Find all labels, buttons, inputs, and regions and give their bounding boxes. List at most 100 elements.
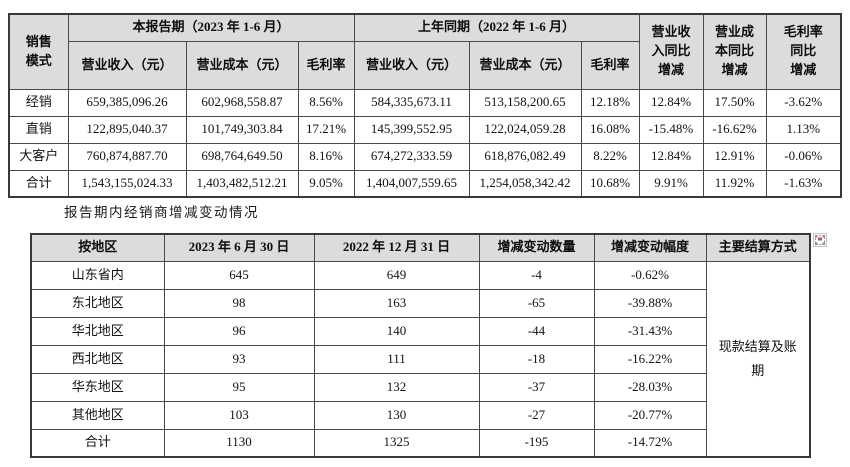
region-cell: 合计 [30,428,165,458]
count-2022-cell: 140 [313,316,480,346]
section-caption: 报告期内经销商增减变动情况 [64,205,259,220]
revenue-2022-cell: 584,335,673.11 [353,88,470,117]
gm-yoy-cell: -1.63% [765,169,842,198]
col-header-region: 按地区 [30,233,165,262]
col-group-prior-period: 上年同期（2022 年 1-6 月） [353,13,640,42]
change-qty-cell: -44 [478,316,595,346]
cost-2022-cell: 618,876,082.49 [468,142,582,171]
count-2022-cell: 130 [313,400,480,430]
cost-2022-cell: 513,158,200.65 [468,88,582,117]
region-cell: 西北地区 [30,344,165,374]
cost-yoy-label: 营业成 本同比 增减 [714,24,754,78]
revenue-2022-cell: 674,272,333.59 [353,142,470,171]
cost-2023-cell: 101,749,303.84 [185,115,299,144]
col-header-cost-yoy: 营业成 本同比 增减 [702,13,767,90]
count-2023-cell: 98 [163,288,315,318]
gross-margin-yoy-label: 毛利率 同比 增减 [783,24,823,78]
col-header-revenue-2022: 营业收入（元） [353,40,470,90]
gm-2022-cell: 8.22% [580,142,640,171]
revenue-2023-cell: 659,385,096.26 [67,88,187,117]
cost-yoy-cell: -16.62% [702,115,767,144]
col-header-change-qty: 增减变动数量 [478,233,595,262]
change-qty-cell: -27 [478,400,595,430]
table-row: 大客户 760,874,887.70 698,764,649.50 8.16% … [8,142,842,171]
revenue-yoy-cell: 12.84% [638,88,704,117]
gm-2022-cell: 10.68% [580,169,640,198]
cost-yoy-cell: 17.50% [702,88,767,117]
revenue-yoy-label: 营业收 入同比 增减 [651,24,691,78]
change-qty-cell: -195 [478,428,595,458]
col-header-cost-2022: 营业成本（元） [468,40,582,90]
cost-2023-cell: 698,764,649.50 [185,142,299,171]
col-header-sales-mode: 销售 模式 [8,13,69,90]
region-cell: 东北地区 [30,288,165,318]
count-2023-cell: 1130 [163,428,315,458]
change-pct-cell: -0.62% [593,260,707,290]
change-qty-cell: -4 [478,260,595,290]
broken-image-icon [813,233,827,247]
count-2023-cell: 96 [163,316,315,346]
change-qty-cell: -37 [478,372,595,402]
distributor-change-table: 按地区 2023 年 6 月 30 日 2022 年 12 月 31 日 增减变… [30,233,811,458]
count-2022-cell: 649 [313,260,480,290]
table-row: 西北地区 93 111 -18 -16.22% [30,344,810,374]
mode-cell: 直销 [8,115,69,144]
table-row: 东北地区 98 163 -65 -39.88% [30,288,810,318]
revenue-yoy-cell: 12.84% [638,142,704,171]
region-cell: 其他地区 [30,400,165,430]
count-2023-cell: 103 [163,400,315,430]
revenue-yoy-cell: 9.91% [638,169,704,198]
change-pct-cell: -16.22% [593,344,707,374]
table-row: 华东地区 95 132 -37 -28.03% [30,372,810,402]
mode-cell: 合计 [8,169,69,198]
change-pct-cell: -14.72% [593,428,707,458]
change-qty-cell: -65 [478,288,595,318]
col-header-gross-margin-yoy: 毛利率 同比 增减 [765,13,842,90]
count-2023-cell: 93 [163,344,315,374]
region-cell: 华东地区 [30,372,165,402]
region-cell: 山东省内 [30,260,165,290]
mode-cell: 大客户 [8,142,69,171]
change-pct-cell: -20.77% [593,400,707,430]
cost-2022-cell: 1,254,058,342.42 [468,169,582,198]
cost-2023-cell: 1,403,482,512.21 [185,169,299,198]
col-header-settlement: 主要结算方式 [705,233,811,262]
col-header-date-2022: 2022 年 12 月 31 日 [313,233,480,262]
gm-yoy-cell: 1.13% [765,115,842,144]
sales-mode-label: 销售 模式 [25,33,52,68]
cost-yoy-cell: 11.92% [702,169,767,198]
gm-yoy-cell: -3.62% [765,88,842,117]
table-row: 华北地区 96 140 -44 -31.43% [30,316,810,346]
table-row-total: 合计 1130 1325 -195 -14.72% [30,428,810,458]
col-header-revenue-yoy: 营业收 入同比 增减 [638,13,704,90]
revenue-2022-cell: 145,399,552.95 [353,115,470,144]
revenue-2023-cell: 1,543,155,024.33 [67,169,187,198]
col-header-date-2023: 2023 年 6 月 30 日 [163,233,315,262]
gm-yoy-cell: -0.06% [765,142,842,171]
change-pct-cell: -28.03% [593,372,707,402]
cost-2023-cell: 602,968,558.87 [185,88,299,117]
table-row: 山东省内 645 649 -4 -0.62% 现款结算及账期 [30,260,811,458]
gm-2023-cell: 17.21% [297,115,355,144]
cost-2022-cell: 122,024,059.28 [468,115,582,144]
table-row: 其他地区 103 130 -27 -20.77% [30,400,810,430]
sales-by-mode-table: 销售 模式 本报告期（2023 年 1-6 月） 上年同期（2022 年 1-6… [8,13,842,198]
cost-yoy-cell: 12.91% [702,142,767,171]
revenue-2023-cell: 760,874,887.70 [67,142,187,171]
count-2022-cell: 111 [313,344,480,374]
col-header-change-pct: 增减变动幅度 [593,233,707,262]
count-2023-cell: 645 [163,260,315,290]
col-header-gm-2022: 毛利率 [580,40,640,90]
change-pct-cell: -31.43% [593,316,707,346]
col-group-current-period: 本报告期（2023 年 1-6 月） [67,13,355,42]
table-row: 直销 122,895,040.37 101,749,303.84 17.21% … [8,115,842,144]
settlement-value: 现款结算及账期 [718,339,797,378]
revenue-2023-cell: 122,895,040.37 [67,115,187,144]
gm-2023-cell: 9.05% [297,169,355,198]
revenue-2022-cell: 1,404,007,559.65 [353,169,470,198]
col-header-revenue-2023: 营业收入（元） [67,40,187,90]
gm-2022-cell: 12.18% [580,88,640,117]
col-header-gm-2023: 毛利率 [297,40,355,90]
table-row-total: 合计 1,543,155,024.33 1,403,482,512.21 9.0… [8,169,842,198]
